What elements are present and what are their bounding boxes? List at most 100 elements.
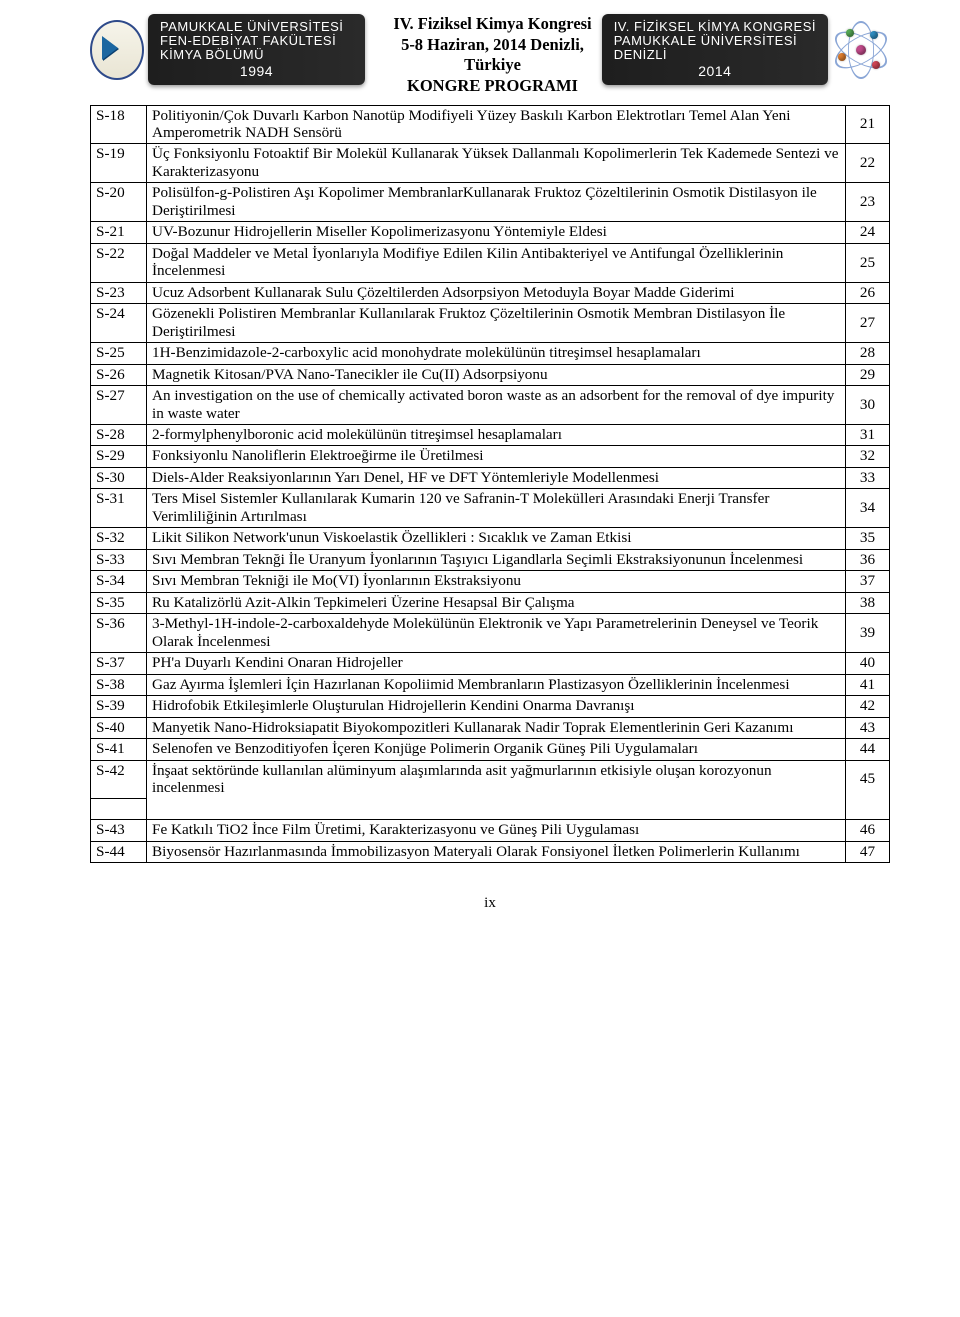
row-desc: Politiyonin/Çok Duvarlı Karbon Nanotüp M… bbox=[147, 105, 846, 144]
row-code: S-24 bbox=[91, 304, 147, 343]
row-page: 40 bbox=[846, 653, 890, 674]
blank-code bbox=[91, 798, 147, 819]
title-line3: KONGRE PROGRAMI bbox=[375, 76, 610, 97]
row-desc: Fe Katkılı TiO2 İnce Film Üretimi, Karak… bbox=[147, 820, 846, 841]
table-row: S-38Gaz Ayırma İşlemleri İçin Hazırlanan… bbox=[91, 674, 890, 695]
right-banner: IV. FİZİKSEL KİMYA KONGRESİ PAMUKKALE ÜN… bbox=[602, 14, 828, 85]
row-desc: Sıvı Membran Tekniği ile Mo(VI) İyonları… bbox=[147, 571, 846, 592]
table-row: S-29Fonksiyonlu Nanoliflerin Elektroeğir… bbox=[91, 446, 890, 467]
row-desc: 1H-Benzimidazole-2-carboxylic acid monoh… bbox=[147, 343, 846, 364]
table-row: S-31Ters Misel Sistemler Kullanılarak Ku… bbox=[91, 489, 890, 528]
row-code: S-31 bbox=[91, 489, 147, 528]
table-row: S-22Doğal Maddeler ve Metal İyonlarıyla … bbox=[91, 243, 890, 282]
row-code: S-36 bbox=[91, 614, 147, 653]
row-code: S-41 bbox=[91, 739, 147, 760]
atom-icon bbox=[832, 21, 890, 79]
row-desc: Ucuz Adsorbent Kullanarak Sulu Çözeltile… bbox=[147, 282, 846, 303]
row-page: 46 bbox=[846, 820, 890, 841]
row-desc: Fonksiyonlu Nanoliflerin Elektroeğirme i… bbox=[147, 446, 846, 467]
row-desc: Manyetik Nano-Hidroksiapatit Biyokompozi… bbox=[147, 717, 846, 738]
row-code: S-38 bbox=[91, 674, 147, 695]
row-page: 35 bbox=[846, 528, 890, 549]
right-banner-line2: PAMUKKALE ÜNİVERSİTESİ bbox=[614, 34, 816, 48]
row-code: S-44 bbox=[91, 841, 147, 862]
left-banner-line2: FEN-EDEBİYAT FAKÜLTESİ bbox=[160, 34, 353, 48]
table-row: S-41Selenofen ve Benzoditiyofen İçeren K… bbox=[91, 739, 890, 760]
table-row: S-33Sıvı Membran Teknği İle Uranyum İyon… bbox=[91, 549, 890, 570]
page-header: PAMUKKALE ÜNİVERSİTESİ FEN-EDEBİYAT FAKÜ… bbox=[90, 14, 890, 97]
row-code: S-43 bbox=[91, 820, 147, 841]
row-code: S-23 bbox=[91, 282, 147, 303]
row-code: S-30 bbox=[91, 467, 147, 488]
table-row: S-39Hidrofobik Etkileşimlerle Oluşturula… bbox=[91, 696, 890, 717]
table-row: S-19Üç Fonksiyonlu Fotoaktif Bir Molekül… bbox=[91, 144, 890, 183]
row-page: 22 bbox=[846, 144, 890, 183]
table-row: S-30Diels-Alder Reaksiyonlarının Yarı De… bbox=[91, 467, 890, 488]
row-desc: An investigation on the use of chemicall… bbox=[147, 386, 846, 425]
title-line1: IV. Fiziksel Kimya Kongresi bbox=[375, 14, 610, 35]
row-page: 30 bbox=[846, 386, 890, 425]
table-row: S-18Politiyonin/Çok Duvarlı Karbon Nanot… bbox=[91, 105, 890, 144]
row-desc: UV-Bozunur Hidrojellerin Miseller Kopoli… bbox=[147, 222, 846, 243]
row-page: 28 bbox=[846, 343, 890, 364]
right-banner-line1: IV. FİZİKSEL KİMYA KONGRESİ bbox=[614, 20, 816, 34]
table-row: S-40Manyetik Nano-Hidroksiapatit Biyokom… bbox=[91, 717, 890, 738]
row-page: 38 bbox=[846, 592, 890, 613]
row-page: 31 bbox=[846, 425, 890, 446]
blank-page bbox=[846, 798, 890, 819]
row-desc: Hidrofobik Etkileşimlerle Oluşturulan Hi… bbox=[147, 696, 846, 717]
title-line2: 5-8 Haziran, 2014 Denizli, Türkiye bbox=[375, 35, 610, 76]
row-desc: Ters Misel Sistemler Kullanılarak Kumari… bbox=[147, 489, 846, 528]
row-page: 44 bbox=[846, 739, 890, 760]
row-desc: İnşaat sektöründe kullanılan alüminyum a… bbox=[147, 760, 846, 798]
right-banner-year: 2014 bbox=[614, 64, 816, 79]
row-code: S-33 bbox=[91, 549, 147, 570]
table-blank-row bbox=[91, 798, 890, 819]
row-code: S-40 bbox=[91, 717, 147, 738]
row-page: 25 bbox=[846, 243, 890, 282]
row-code: S-26 bbox=[91, 364, 147, 385]
row-desc: Polisülfon-g-Polistiren Aşı Kopolimer Me… bbox=[147, 183, 846, 222]
row-desc: Magnetik Kitosan/PVA Nano-Tanecikler ile… bbox=[147, 364, 846, 385]
row-desc: Selenofen ve Benzoditiyofen İçeren Konjü… bbox=[147, 739, 846, 760]
row-page: 33 bbox=[846, 467, 890, 488]
row-desc: Doğal Maddeler ve Metal İyonlarıyla Modi… bbox=[147, 243, 846, 282]
table-row: S-43Fe Katkılı TiO2 İnce Film Üretimi, K… bbox=[91, 820, 890, 841]
row-code: S-32 bbox=[91, 528, 147, 549]
row-code: S-27 bbox=[91, 386, 147, 425]
table-row: S-282-formylphenylboronic acid molekülün… bbox=[91, 425, 890, 446]
table-row: S-21UV-Bozunur Hidrojellerin Miseller Ko… bbox=[91, 222, 890, 243]
row-page: 43 bbox=[846, 717, 890, 738]
table-row: S-32Likit Silikon Network'unun Viskoelas… bbox=[91, 528, 890, 549]
row-page: 39 bbox=[846, 614, 890, 653]
row-code: S-21 bbox=[91, 222, 147, 243]
row-page: 21 bbox=[846, 105, 890, 144]
table-row: S-24Gözenekli Polistiren Membranlar Kull… bbox=[91, 304, 890, 343]
row-desc: PH'a Duyarlı Kendini Onaran Hidrojeller bbox=[147, 653, 846, 674]
left-banner: PAMUKKALE ÜNİVERSİTESİ FEN-EDEBİYAT FAKÜ… bbox=[148, 14, 365, 85]
left-badge: PAMUKKALE ÜNİVERSİTESİ FEN-EDEBİYAT FAKÜ… bbox=[90, 14, 365, 85]
left-banner-line1: PAMUKKALE ÜNİVERSİTESİ bbox=[160, 20, 353, 34]
row-code: S-35 bbox=[91, 592, 147, 613]
row-code: S-42 bbox=[91, 760, 147, 798]
table-row: S-23Ucuz Adsorbent Kullanarak Sulu Çözel… bbox=[91, 282, 890, 303]
row-page: 32 bbox=[846, 446, 890, 467]
row-code: S-34 bbox=[91, 571, 147, 592]
row-code: S-19 bbox=[91, 144, 147, 183]
table-row: S-35Ru Katalizörlü Azit-Alkin Tepkimeler… bbox=[91, 592, 890, 613]
row-page: 41 bbox=[846, 674, 890, 695]
table-row: S-20Polisülfon-g-Polistiren Aşı Kopolime… bbox=[91, 183, 890, 222]
row-code: S-29 bbox=[91, 446, 147, 467]
row-page: 47 bbox=[846, 841, 890, 862]
table-row: S-34Sıvı Membran Tekniği ile Mo(VI) İyon… bbox=[91, 571, 890, 592]
blank-desc bbox=[147, 798, 846, 819]
row-desc: 3-Methyl-1H-indole-2-carboxaldehyde Mole… bbox=[147, 614, 846, 653]
table-row: S-44Biyosensör Hazırlanmasında İmmobiliz… bbox=[91, 841, 890, 862]
row-page: 37 bbox=[846, 571, 890, 592]
row-code: S-39 bbox=[91, 696, 147, 717]
row-page: 23 bbox=[846, 183, 890, 222]
row-code: S-37 bbox=[91, 653, 147, 674]
table-row: S-42İnşaat sektöründe kullanılan alüminy… bbox=[91, 760, 890, 798]
row-desc: Diels-Alder Reaksiyonlarının Yarı Denel,… bbox=[147, 467, 846, 488]
table-row: S-26Magnetik Kitosan/PVA Nano-Tanecikler… bbox=[91, 364, 890, 385]
